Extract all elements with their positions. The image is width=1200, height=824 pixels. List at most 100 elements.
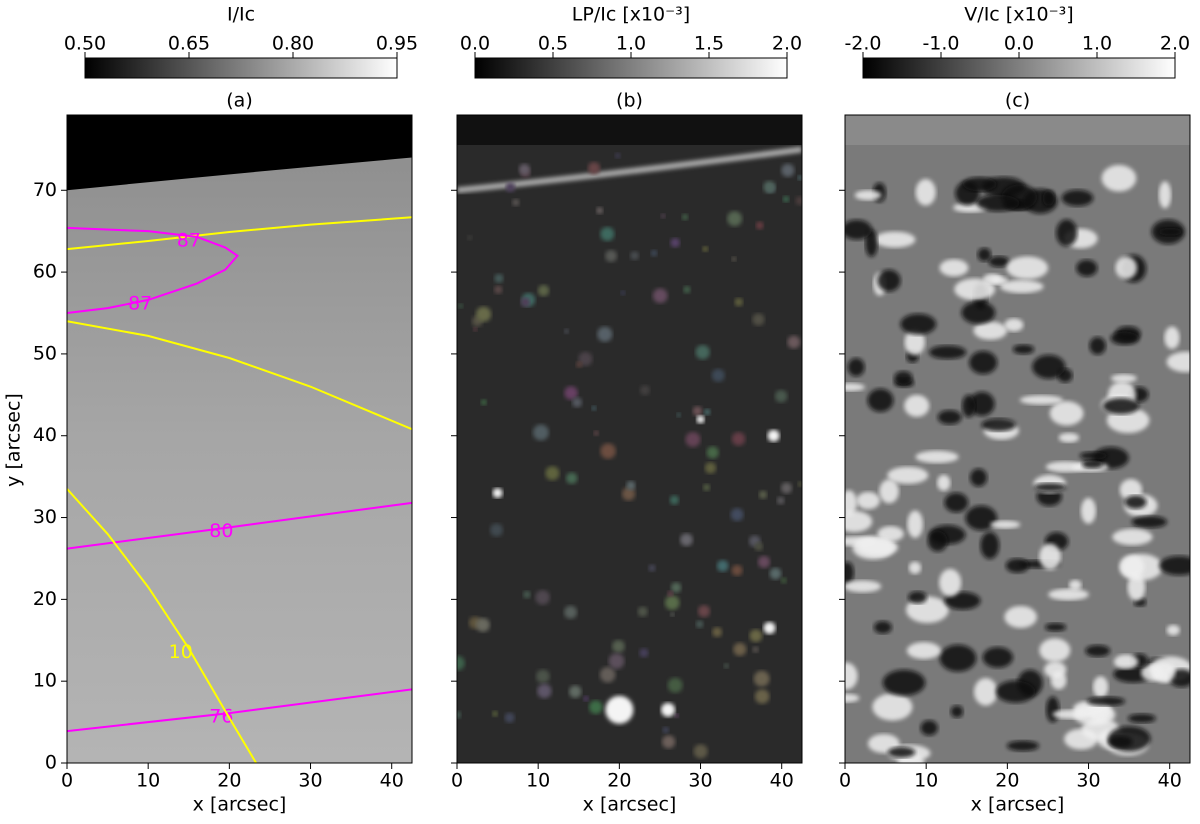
texture bbox=[475, 306, 492, 322]
polarity-patch bbox=[877, 526, 904, 542]
texture bbox=[754, 689, 770, 704]
limb-band bbox=[457, 146, 802, 194]
polarity-patch bbox=[847, 358, 865, 377]
texture bbox=[674, 713, 679, 718]
contour-label: 80 bbox=[209, 520, 233, 542]
texture bbox=[564, 328, 569, 334]
polarity-patch bbox=[995, 680, 1036, 703]
texture bbox=[490, 523, 504, 537]
texture bbox=[626, 480, 636, 491]
polarity-patch bbox=[1152, 661, 1176, 683]
polarity-patch bbox=[1012, 344, 1035, 355]
texture bbox=[731, 432, 746, 446]
polarity-patch bbox=[1032, 354, 1066, 379]
colorbar bbox=[862, 57, 1176, 79]
texture bbox=[693, 744, 708, 759]
texture bbox=[697, 605, 711, 618]
texture bbox=[755, 221, 764, 230]
polarity-patch bbox=[1039, 638, 1071, 663]
polarity-patch bbox=[928, 345, 967, 360]
polarity-patch bbox=[845, 693, 860, 703]
polarity-patch bbox=[894, 371, 913, 385]
texture bbox=[704, 408, 711, 416]
polarity-patch bbox=[1086, 696, 1126, 706]
texture bbox=[652, 288, 668, 304]
texture bbox=[476, 617, 490, 632]
polarity-patch bbox=[845, 580, 882, 593]
polarity-patch bbox=[969, 351, 998, 375]
polarity-patch bbox=[970, 468, 988, 487]
texture bbox=[566, 472, 578, 484]
texture bbox=[670, 582, 682, 593]
texture bbox=[545, 466, 560, 481]
polarity-patch bbox=[1064, 728, 1098, 750]
texture bbox=[587, 161, 601, 175]
polarity-patch bbox=[906, 642, 941, 660]
texture bbox=[787, 335, 801, 349]
image-panel bbox=[457, 115, 802, 763]
polarity-patch bbox=[908, 591, 927, 604]
polarity-patch bbox=[920, 720, 938, 736]
polarity-patch bbox=[962, 177, 997, 192]
y-tick-label: 0 bbox=[45, 752, 57, 774]
texture bbox=[711, 368, 725, 382]
contour-label: 87 bbox=[177, 229, 201, 251]
polarity-patch bbox=[937, 474, 951, 491]
polarity-patch bbox=[1019, 395, 1064, 405]
contour bbox=[67, 501, 412, 550]
x-axis-label: x [arcsec] bbox=[583, 794, 677, 816]
polarity-patch bbox=[877, 269, 901, 292]
texture bbox=[505, 182, 516, 193]
colorbar-tick-label: 2.0 bbox=[772, 33, 802, 55]
image-bg bbox=[67, 115, 412, 763]
texture bbox=[648, 564, 656, 572]
texture bbox=[731, 256, 737, 262]
polarity-patch bbox=[973, 321, 1008, 340]
texture bbox=[597, 326, 613, 342]
x-tick-label: 40 bbox=[380, 770, 404, 792]
polarity-patch bbox=[1089, 337, 1106, 355]
contour-label: 76 bbox=[209, 706, 233, 728]
polarity-patch bbox=[1085, 645, 1111, 657]
polarity-patch bbox=[1082, 459, 1103, 469]
texture bbox=[458, 303, 464, 309]
polarity-patch bbox=[939, 259, 969, 277]
texture bbox=[518, 163, 530, 175]
polarity-patch bbox=[950, 705, 964, 718]
polarity-patch bbox=[1048, 588, 1089, 601]
colorbar-tick-label: 0.0 bbox=[460, 33, 490, 55]
texture bbox=[752, 313, 765, 326]
texture bbox=[727, 211, 743, 227]
colorbar-tick-label: 0.50 bbox=[64, 33, 106, 55]
colorbar bbox=[474, 57, 788, 79]
polarity-patch bbox=[1127, 573, 1146, 601]
texture bbox=[695, 345, 710, 360]
texture bbox=[667, 677, 683, 693]
panel-title: (b) bbox=[616, 90, 643, 112]
texture bbox=[564, 605, 578, 619]
bright-patch bbox=[605, 695, 634, 724]
texture bbox=[731, 564, 743, 576]
image-frame bbox=[66, 114, 413, 764]
texture bbox=[753, 670, 770, 687]
polarity-patch bbox=[1093, 676, 1109, 698]
polarity-patch bbox=[1045, 623, 1067, 632]
contour-label: 10 bbox=[169, 641, 193, 663]
polarity-patch bbox=[976, 194, 1020, 212]
texture bbox=[769, 567, 782, 580]
polarity-patch bbox=[937, 410, 962, 425]
polarity-patch bbox=[990, 520, 1021, 529]
polarity-patch bbox=[1101, 164, 1137, 192]
texture bbox=[664, 595, 680, 611]
polarity-patch bbox=[854, 190, 882, 201]
colorbar-tick-label: -1.0 bbox=[922, 33, 959, 55]
texture bbox=[494, 285, 503, 294]
colorbar-label: V/Ic [x10⁻³] bbox=[964, 4, 1073, 26]
x-tick-label: 0 bbox=[839, 770, 851, 792]
polarity-patch bbox=[915, 450, 959, 464]
polarity-patch bbox=[845, 219, 872, 240]
x-tick-label: 20 bbox=[995, 770, 1019, 792]
texture bbox=[457, 655, 465, 671]
texture bbox=[797, 175, 802, 181]
polarity-patch bbox=[1079, 451, 1108, 460]
